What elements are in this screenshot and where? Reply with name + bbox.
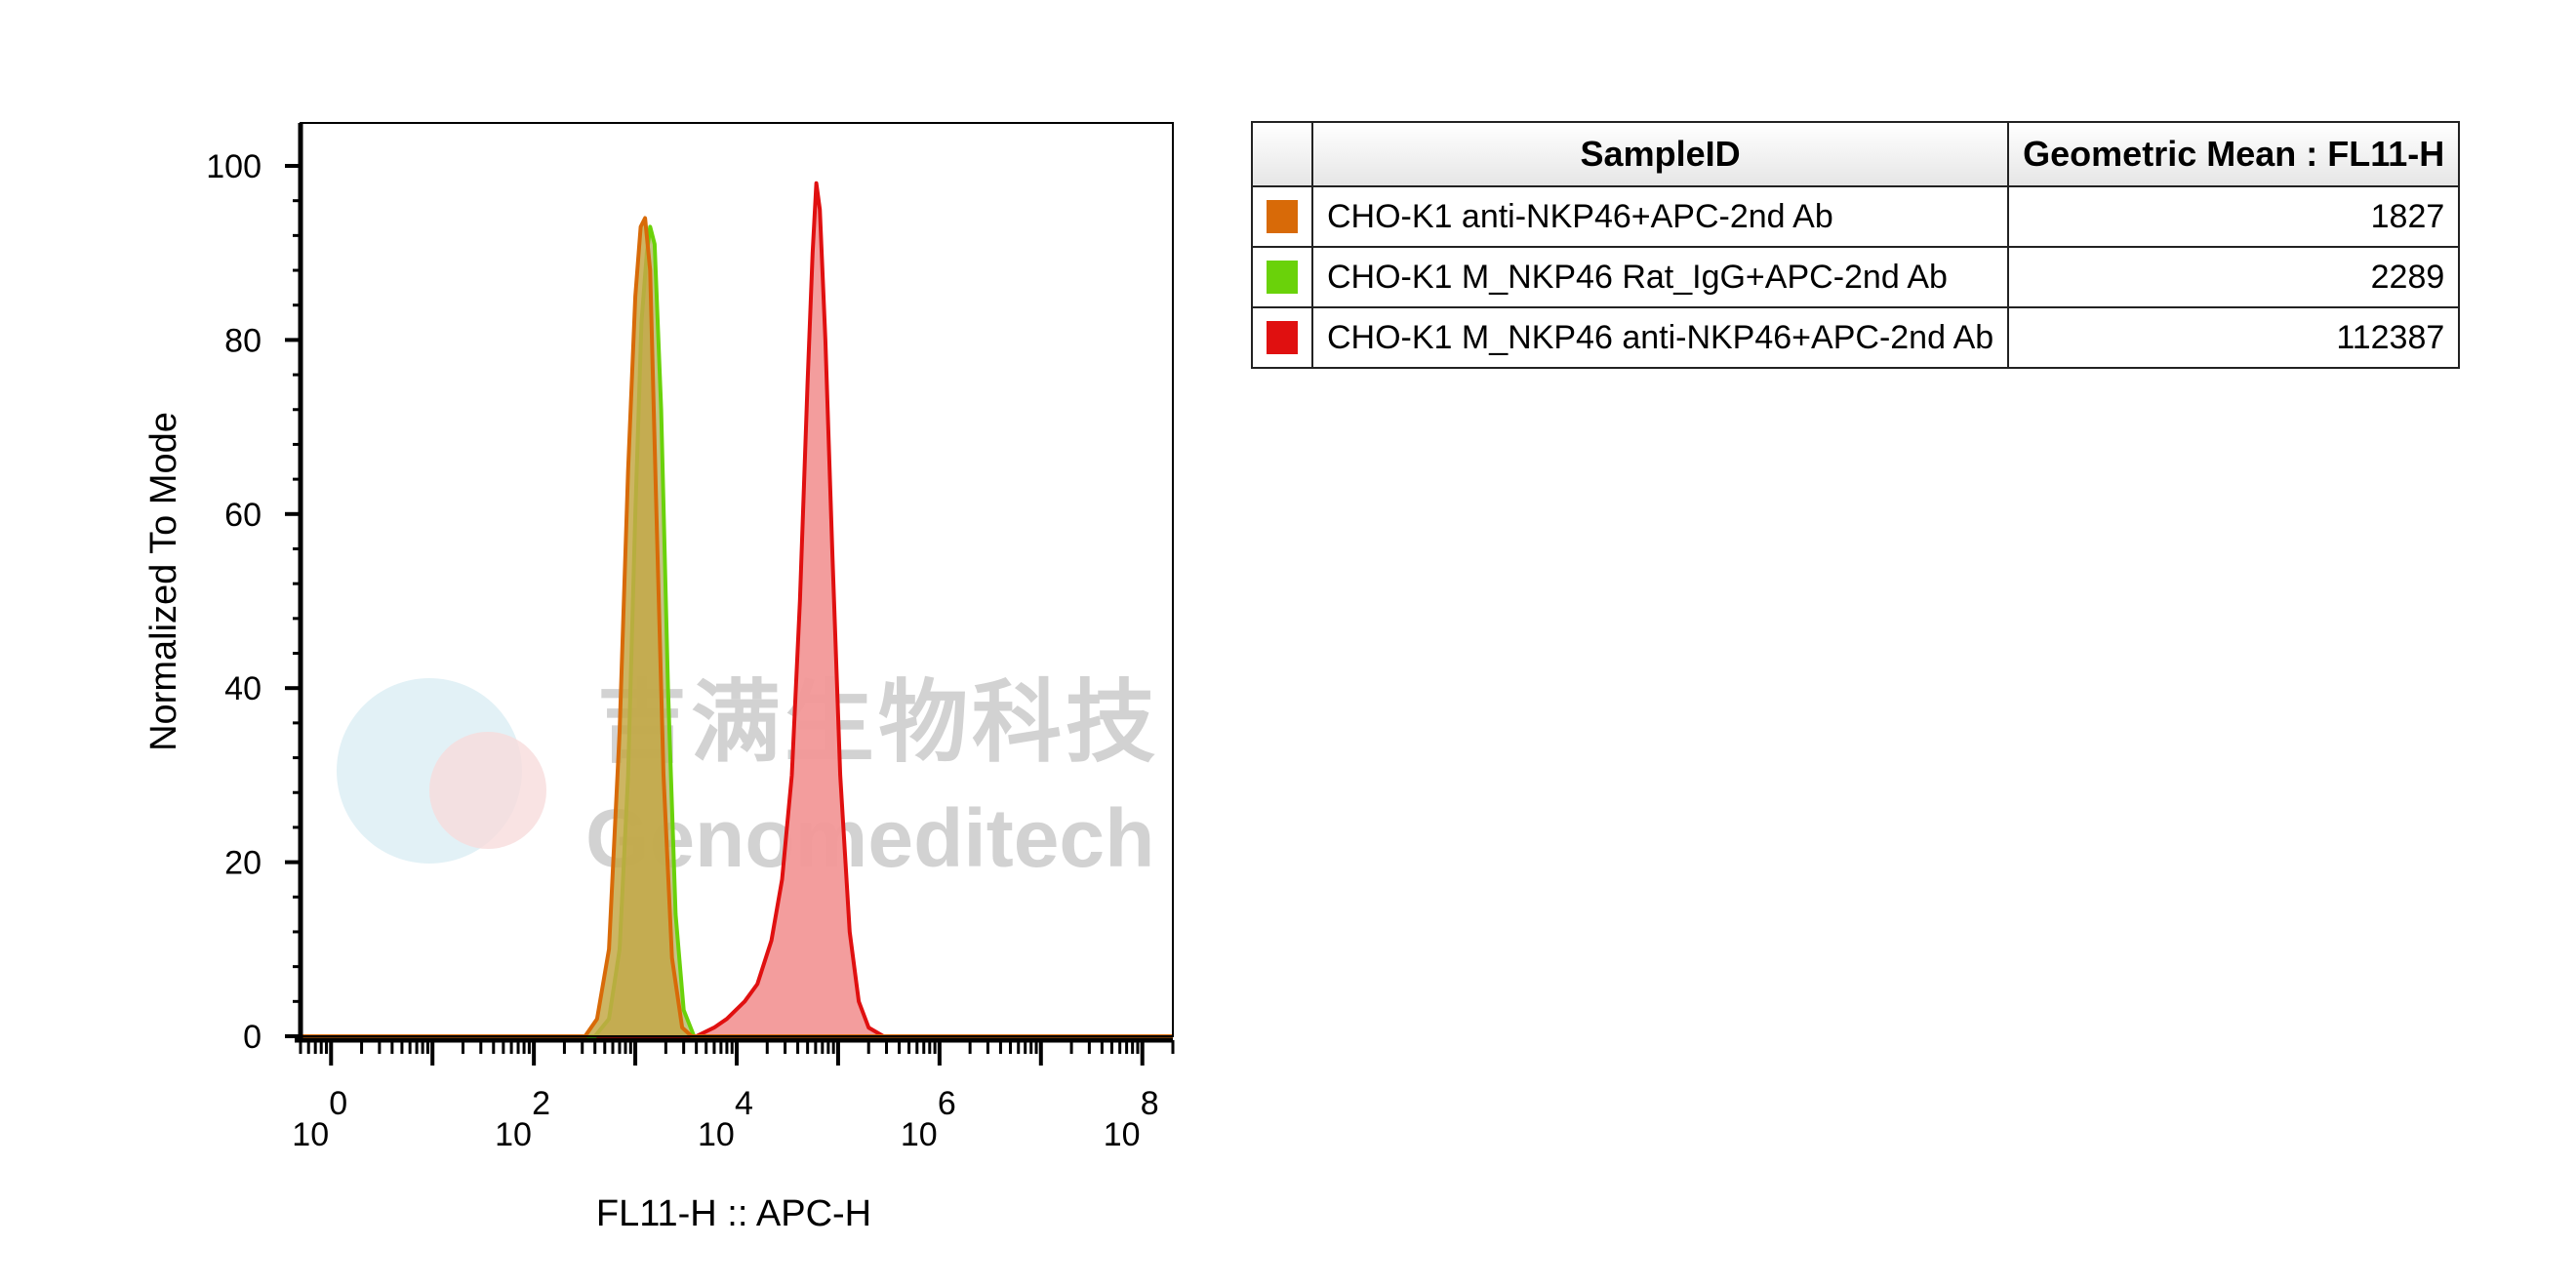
x-tick-label: 10 (495, 1116, 532, 1153)
legend-swatch-cell (1251, 306, 1313, 369)
legend-swatch-green (1267, 261, 1298, 294)
x-tick-exponent: 6 (938, 1085, 956, 1122)
watermark-chinese: 吉满生物科技 (597, 670, 1159, 775)
series-line (301, 181, 1173, 1038)
legend-geo-mean: 1827 (2007, 185, 2461, 248)
x-tick-label: 10 (901, 1116, 938, 1153)
x-axis-title: FL11-H :: APC-H (596, 1193, 871, 1234)
y-tick-label: 60 (224, 497, 262, 534)
watermark-english: Genomeditech (585, 792, 1154, 884)
legend-row: CHO-K1 M_NKP46 anti-NKP46+APC-2nd Ab 112… (1251, 306, 2461, 369)
legend-geo-mean: 2289 (2007, 246, 2461, 308)
y-tick-label: 40 (224, 670, 262, 707)
legend-swatch-orange (1267, 200, 1298, 233)
y-axis-title: Normalized To Mode (143, 412, 184, 751)
series-fill (301, 182, 1173, 1037)
legend-sample-name: CHO-K1 M_NKP46 anti-NKP46+APC-2nd Ab (1310, 306, 2010, 369)
x-tick-exponent: 4 (735, 1085, 753, 1122)
y-tick-label: 0 (243, 1019, 262, 1056)
x-tick-exponent: 2 (532, 1085, 550, 1122)
y-tick-label: 100 (206, 148, 262, 185)
x-tick-label: 10 (698, 1116, 735, 1153)
legend-row: CHO-K1 anti-NKP46+APC-2nd Ab 1827 (1251, 185, 2461, 248)
legend-geo-mean: 112387 (2007, 306, 2461, 369)
plot-frame (300, 122, 1174, 1037)
series-line (301, 224, 1173, 1038)
series-layer (301, 181, 1173, 1038)
legend-header-value: Geometric Mean : FL11-H (2007, 121, 2461, 187)
legend-header-row: SampleID Geometric Mean : FL11-H (1251, 121, 2461, 187)
axes-layer (295, 122, 1174, 1043)
series-fill (301, 226, 1173, 1036)
x-tick-label: 10 (292, 1116, 329, 1153)
x-tick-exponent: 0 (329, 1085, 347, 1122)
legend-swatch-red (1267, 321, 1298, 354)
legend-sample-name: CHO-K1 anti-NKP46+APC-2nd Ab (1310, 185, 2010, 248)
x-tick-label: 10 (1104, 1116, 1141, 1153)
y-tick-label: 20 (224, 845, 262, 882)
x-tick-exponent: 8 (1141, 1085, 1159, 1122)
legend-table: SampleID Geometric Mean : FL11-H CHO-K1 … (1251, 121, 2461, 369)
legend-swatch-cell (1251, 246, 1313, 308)
legend-swatch-cell (1251, 185, 1313, 248)
watermark: 吉满生物科技 Genomeditech (337, 670, 1159, 884)
watermark-logo-accent-icon (429, 732, 546, 849)
series-line (301, 216, 1173, 1038)
series-fill (301, 218, 1173, 1036)
legend-header-sample: SampleID (1310, 121, 2010, 187)
legend-header-swatch (1251, 121, 1313, 187)
y-tick-label: 80 (224, 322, 262, 359)
legend-row: CHO-K1 M_NKP46 Rat_IgG+APC-2nd Ab 2289 (1251, 246, 2461, 308)
legend-sample-name: CHO-K1 M_NKP46 Rat_IgG+APC-2nd Ab (1310, 246, 2010, 308)
